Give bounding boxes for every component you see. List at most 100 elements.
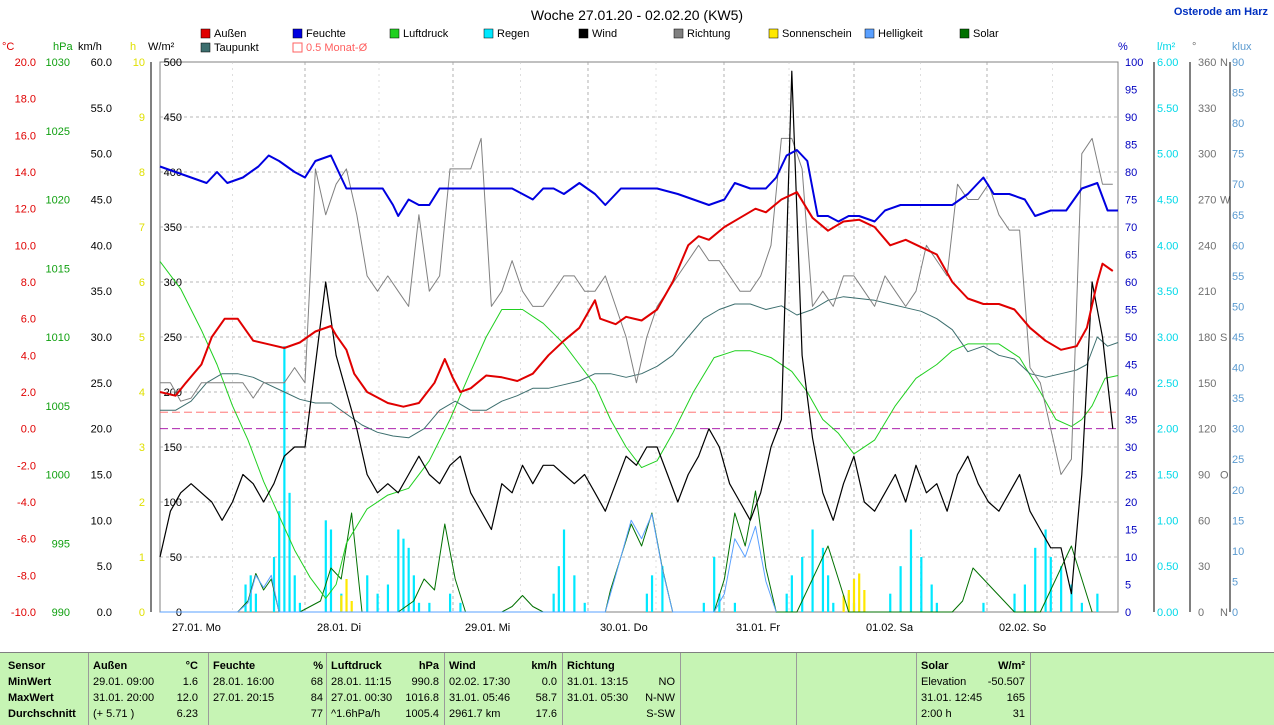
stats-value: 6.23	[176, 708, 198, 720]
stats-time: 02.02. 17:30	[449, 676, 511, 688]
axis-tick-label: 40	[1232, 363, 1244, 375]
rain-bar	[283, 346, 286, 612]
axis-tick-label: 80	[1232, 118, 1244, 130]
rain-bar	[1034, 547, 1037, 612]
axis-tick-label: 0.00	[1157, 607, 1178, 619]
stats-header: Feuchte	[213, 660, 256, 672]
sunshine-bar	[340, 595, 343, 612]
axis-tick-label: 90	[1125, 112, 1137, 124]
rain-bar	[713, 557, 716, 612]
series-line-feuchte	[159, 149, 1118, 223]
rain-bar	[1060, 566, 1063, 612]
axis-tick-label: 20.0	[91, 424, 112, 436]
rain-bar	[920, 557, 923, 612]
axis-tick-label: 80	[1125, 167, 1137, 179]
rain-bar	[254, 593, 257, 612]
legend-label: 0.5 Monat-Ø	[306, 42, 368, 54]
axis-tick-label: 60.0	[91, 57, 112, 69]
axis-tick-label: 40	[1125, 387, 1137, 399]
stats-time: ^1.6hPa/h	[331, 708, 381, 720]
rain-bar	[557, 566, 560, 612]
stats-time: 2:00 h	[921, 708, 952, 720]
axis-tick-label: 990	[52, 607, 70, 619]
axis-tick-label: 3	[139, 442, 145, 454]
axis-tick-label: 3.50	[1157, 286, 1178, 298]
stats-value: 165	[1006, 692, 1025, 704]
legend-label: Außen	[214, 28, 246, 40]
axis-tick-label: 6.0	[21, 314, 36, 326]
axis-tick-label: 55	[1125, 305, 1137, 317]
axis-unit: °	[1192, 41, 1196, 53]
legend-swatch	[292, 42, 303, 53]
axis-tick-label: 10	[1125, 552, 1137, 564]
rain-bar	[909, 529, 913, 612]
axis-tick-label: 995	[52, 538, 70, 550]
stats-time: (+ 5.71 )	[93, 708, 135, 720]
stats-value: S-SW	[646, 708, 675, 720]
axis-tick-label: 35.0	[91, 286, 112, 298]
rain-bar	[1070, 584, 1073, 612]
stats-header: Luftdruck	[331, 660, 382, 672]
axis-tick-label: 150	[1198, 378, 1216, 390]
stats-time: 27.01. 20:15	[213, 692, 275, 704]
legend-label: Richtung	[687, 28, 730, 40]
rain-bar	[583, 602, 586, 612]
axis-tick-label: 1030	[46, 57, 70, 69]
axis-tick-label: 30.0	[91, 332, 112, 344]
stats-column-aussen: Außen °C 29.01. 09:00 1.6 31.01. 20:00 12.0 (+…	[88, 653, 202, 725]
axis-tick-label: 360	[1198, 57, 1216, 69]
axis-tick-label: 210	[1198, 286, 1216, 298]
axis-tick-label: 6	[139, 277, 145, 289]
axis-tick-label: 12.0	[15, 204, 36, 216]
axis-tick-label: 5.0	[97, 561, 112, 573]
weather-chart: Woche 27.01.20 - 02.02.20 (KW5) Osterode…	[2, 6, 1269, 634]
rain-bar	[645, 593, 648, 612]
axis-tick-label: 1010	[46, 332, 70, 344]
legend-swatch	[959, 28, 970, 39]
axis-tick-label: 65	[1125, 250, 1137, 262]
rain-bar	[801, 557, 804, 612]
rain-bar	[552, 593, 555, 612]
axis-tick-label: 30	[1125, 442, 1137, 454]
axis-tick-label: 35	[1232, 393, 1244, 405]
day-label: 30.01. Do	[600, 622, 648, 634]
stats-value: N-NW	[645, 692, 675, 704]
stats-column-wind: Wind km/h 02.02. 17:30 0.0 31.01. 05:46 58.7 2…	[444, 653, 561, 725]
sunshine-bar	[863, 590, 866, 612]
axis-tick-label: 500	[164, 57, 182, 69]
location-label: Osterode am Harz	[1174, 6, 1269, 18]
rain-bar	[272, 557, 276, 612]
axis-tick-label: 75	[1232, 149, 1244, 161]
legend-swatch	[768, 28, 779, 39]
axis-tick-label: 0.0	[97, 607, 112, 619]
axis-tick-label: 20	[1232, 485, 1244, 497]
stats-time: 27.01. 00:30	[331, 692, 393, 704]
legend-label: Helligkeit	[878, 28, 923, 40]
axis-tick-label: 4	[139, 387, 145, 399]
stats-header: Außen	[93, 660, 128, 672]
axis-tick-label: 2.50	[1157, 378, 1178, 390]
axis-tick-label: 300	[164, 277, 182, 289]
series-line-taupunkt	[160, 296, 1119, 439]
sunshine-bar	[842, 595, 845, 612]
legend-swatch	[483, 28, 494, 39]
axis-unit: °C	[2, 41, 14, 53]
day-label: 27.01. Mo	[172, 622, 221, 634]
stats-column-richtung: Richtung 31.01. 13:15 NO 31.01. 05:30 N-NW S-…	[562, 653, 679, 725]
axis-tick-label: 6.00	[1157, 57, 1178, 69]
axis-unit: W/m²	[148, 41, 175, 53]
axis-tick-label: 50	[170, 552, 182, 564]
axis-tick-label: 240	[1198, 240, 1216, 252]
axis-tick-label: 75	[1125, 195, 1137, 207]
rain-bar	[376, 593, 379, 612]
axis-tick-label: 45	[1232, 332, 1244, 344]
axis-tick-label: 20.0	[15, 57, 36, 69]
day-label: 01.02. Sa	[866, 622, 914, 634]
axis-tick-label: 5	[1125, 580, 1131, 592]
series-line-luftdruck	[159, 261, 1119, 599]
axis-tick-label: 1.00	[1157, 515, 1178, 527]
axis-tick-label: -10.0	[11, 607, 36, 619]
rain-bar	[790, 575, 793, 612]
axis-tick-label: 35	[1125, 415, 1137, 427]
stats-header: Richtung	[567, 660, 615, 672]
